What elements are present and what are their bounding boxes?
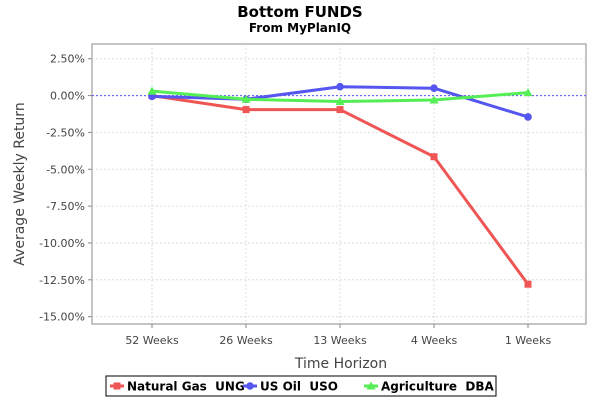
data-point xyxy=(147,86,157,95)
y-tick-label: -10.00% xyxy=(39,237,85,250)
legend: Natural Gas UNG US Oil USO Agriculture DBA xyxy=(105,375,497,397)
x-tick-label: 13 Weeks xyxy=(313,334,367,347)
x-tick-label: 26 Weeks xyxy=(219,334,273,347)
data-point xyxy=(524,113,532,121)
y-tick-label: 2.50% xyxy=(50,53,85,66)
y-tick-label: -2.50% xyxy=(46,126,85,139)
legend-label: US Oil USO xyxy=(260,380,338,394)
legend-item: Agriculture DBA xyxy=(364,380,494,394)
y-tick-label: -12.50% xyxy=(39,274,85,287)
legend-item: Natural Gas UNG xyxy=(110,380,245,394)
data-point xyxy=(429,95,439,104)
y-tick-label: -7.50% xyxy=(46,200,85,213)
legend-swatch-marker xyxy=(246,382,254,390)
y-tick-label: 0.00% xyxy=(50,90,85,103)
x-tick-label: 52 Weeks xyxy=(125,334,179,347)
x-axis-label: Time Horizon xyxy=(294,356,387,372)
data-point xyxy=(242,106,250,114)
x-tick-label: 1 Weeks xyxy=(505,334,552,347)
y-tick-label: -15.00% xyxy=(39,311,85,324)
grid-lines xyxy=(92,44,586,324)
x-axis: 52 Weeks 26 Weeks 13 Weeks 4 Weeks 1 Weeks xyxy=(125,324,551,347)
chart-subtitle: From MyPlanIQ xyxy=(249,21,351,35)
y-axis: 2.50% 0.00% -2.50% -5.00% -7.50% -10.00% -12.5… xyxy=(39,53,92,324)
series-layer xyxy=(147,82,533,288)
legend-item: US Oil USO xyxy=(243,380,338,394)
chart-title: Bottom FUNDS xyxy=(237,3,362,21)
data-point xyxy=(430,153,438,161)
data-point xyxy=(241,94,251,103)
legend-swatch-marker xyxy=(113,382,121,390)
data-point xyxy=(524,280,532,288)
y-axis-label: Average Weekly Return xyxy=(12,102,28,265)
data-point xyxy=(430,84,438,93)
x-tick-label: 4 Weeks xyxy=(411,334,458,347)
legend-label: Natural Gas UNG xyxy=(127,380,245,394)
data-point xyxy=(335,96,345,105)
data-point xyxy=(336,82,344,91)
series-2 xyxy=(147,86,533,105)
plot-area xyxy=(91,43,587,325)
legend-label: Agriculture DBA xyxy=(381,380,494,394)
data-point xyxy=(336,106,344,114)
legend-box xyxy=(105,375,497,397)
data-point xyxy=(523,88,533,97)
legend-swatch-marker xyxy=(366,381,376,390)
y-tick-label: -5.00% xyxy=(46,163,85,176)
